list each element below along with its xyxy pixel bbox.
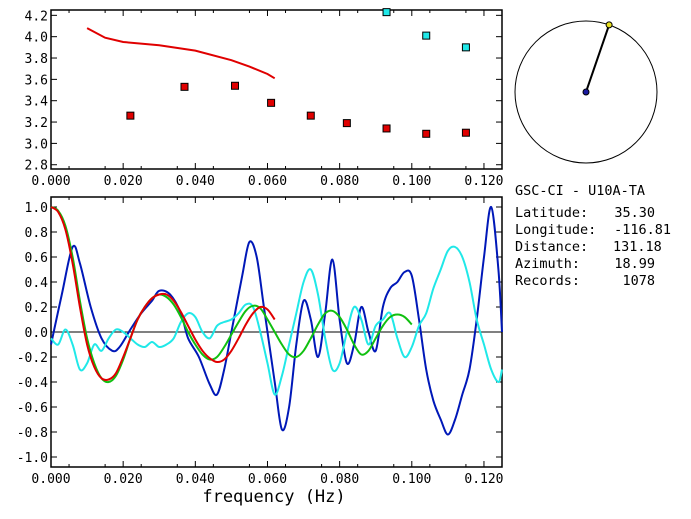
velocity-y-tick-label: 4.2 xyxy=(25,9,48,24)
velocity-point-red xyxy=(342,119,351,128)
station-info-row-records: Records: 1078 xyxy=(515,273,655,289)
coherence-line-cyan xyxy=(50,245,503,396)
bottom-x-axis-label: frequency (Hz) xyxy=(202,487,345,507)
latitude-label: Latitude: xyxy=(515,205,589,221)
velocity-y-tick-label: 3.4 xyxy=(25,95,49,110)
station-info-row-longitude: Longitude: -116.81 xyxy=(515,222,671,238)
velocity-point-red xyxy=(461,128,470,137)
velocity-panel: 0.000 0.020 0.040 0.060 0.080 0.100 0.120 2.8 3.… xyxy=(25,8,504,189)
velocity-x-tick-label: 0.120 xyxy=(464,174,503,189)
coherence-y-tick-label: 0.2 xyxy=(25,301,48,316)
compass-circle xyxy=(514,20,658,164)
station-dot xyxy=(582,88,590,96)
latitude-value: 35.30 xyxy=(614,205,655,221)
velocity-point-red xyxy=(180,82,189,91)
velocity-point-red xyxy=(126,111,135,120)
velocity-line-red xyxy=(86,27,276,80)
coherence-y-tick-label: -1.0 xyxy=(17,451,48,466)
longitude-label: Longitude: xyxy=(515,222,597,238)
azimuth-value: 18.99 xyxy=(614,256,655,272)
velocity-point-red xyxy=(231,81,240,90)
coherence-line-red xyxy=(50,206,276,381)
coherence-y-tick-label: 0.4 xyxy=(25,276,49,291)
records-label: Records: xyxy=(515,273,581,289)
velocity-x-tick-label: 0.060 xyxy=(248,174,287,189)
coherence-y-tick-label: -0.4 xyxy=(17,376,48,391)
coherence-line-green xyxy=(50,206,413,384)
coherence-panel: 0.000 0.020 0.040 0.060 0.080 0.100 0.120 1.0 0.… xyxy=(17,196,504,487)
velocity-point-cyan xyxy=(461,43,470,52)
coherence-x-tick-label: 0.080 xyxy=(320,472,359,487)
station-info-row-distance: Distance: 131.18 xyxy=(515,239,662,255)
azimuth-compass xyxy=(514,20,658,164)
velocity-y-tick-label: 3.6 xyxy=(25,73,48,88)
coherence-y-tick-label: 0.8 xyxy=(25,226,48,241)
velocity-point-red xyxy=(306,111,315,120)
azimuth-label: Azimuth: xyxy=(515,256,581,272)
velocity-point-cyan xyxy=(382,8,391,17)
velocity-point-red xyxy=(422,129,431,138)
event-dot xyxy=(605,21,613,29)
coherence-x-tick-label: 0.060 xyxy=(248,472,287,487)
coherence-x-tick-label: 0.040 xyxy=(176,472,215,487)
azimuth-needle xyxy=(585,24,611,93)
coherence-x-tick-label: 0.120 xyxy=(464,472,503,487)
velocity-x-tick-label: 0.100 xyxy=(392,174,431,189)
distance-value: 131.18 xyxy=(613,239,662,255)
coherence-line-blue xyxy=(50,205,503,436)
station-info-row-latitude: Latitude: 35.30 xyxy=(515,205,655,221)
velocity-frame xyxy=(50,9,503,170)
coherence-y-tick-label: 0.6 xyxy=(25,251,48,266)
velocity-y-tick-label: 3.0 xyxy=(25,137,48,152)
velocity-point-red xyxy=(382,124,391,133)
velocity-point-cyan xyxy=(422,31,431,40)
velocity-y-tick-label: 3.8 xyxy=(25,52,48,67)
velocity-point-red xyxy=(267,98,276,107)
coherence-y-tick-label: 1.0 xyxy=(25,201,48,216)
coherence-x-tick-label: 0.000 xyxy=(31,472,70,487)
velocity-x-tick-label: 0.080 xyxy=(320,174,359,189)
velocity-y-tick-label: 3.2 xyxy=(25,116,48,131)
station-title: GSC-CI - U10A-TA xyxy=(515,183,646,199)
station-info-row-azimuth: Azimuth: 18.99 xyxy=(515,256,655,272)
coherence-x-tick-label: 0.020 xyxy=(104,472,143,487)
coherence-y-tick-label: -0.2 xyxy=(17,351,48,366)
records-value: 1078 xyxy=(622,273,655,289)
velocity-x-tick-label: 0.040 xyxy=(176,174,215,189)
velocity-y-tick-label: 4.0 xyxy=(25,31,48,46)
coherence-y-tick-label: -0.6 xyxy=(17,401,48,416)
longitude-value: -116.81 xyxy=(614,222,671,238)
velocity-y-tick-label: 2.8 xyxy=(25,159,48,174)
velocity-x-tick-label: 0.000 xyxy=(31,174,70,189)
coherence-x-tick-label: 0.100 xyxy=(392,472,431,487)
coherence-y-tick-label: 0.0 xyxy=(25,326,48,341)
coherence-y-tick-label: -0.8 xyxy=(17,426,48,441)
distance-label: Distance: xyxy=(515,239,589,255)
velocity-x-tick-label: 0.020 xyxy=(104,174,143,189)
